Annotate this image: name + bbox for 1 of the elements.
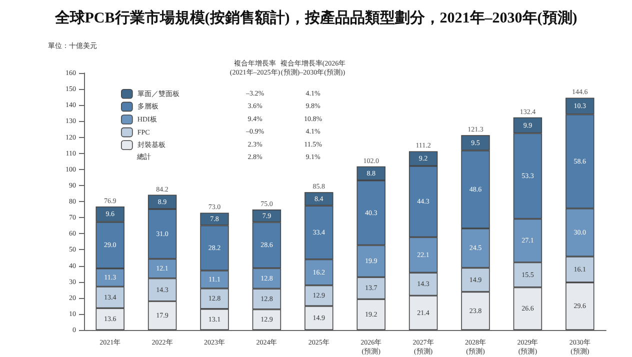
chart-title: 全球PCB行業市場規模(按銷售額計)，按產品品類型劃分，2021年–2030年(預測) <box>54 8 578 26</box>
